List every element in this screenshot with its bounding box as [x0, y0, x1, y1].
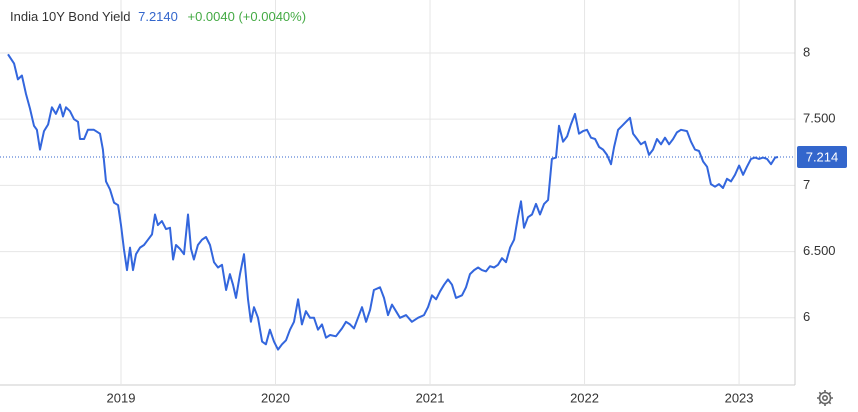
last-value-box [797, 146, 847, 169]
x-tick-label: 2021 [416, 390, 445, 405]
y-tick-label: 6.500 [803, 243, 836, 258]
plot-area: 6 6.500 7 7.500 8 2019 2020 2021 2022 2023 7.214 [0, 0, 847, 405]
chart-header: India 10Y Bond Yield 7.2140 +0.0040 (+0.… [10, 9, 306, 24]
x-tick-label: 2019 [107, 390, 136, 405]
gear-teeth [817, 390, 833, 406]
y-tick-label: 6 [803, 309, 810, 324]
last-price: 7.2140 [138, 9, 178, 24]
settings-icon[interactable] [817, 390, 833, 406]
yield-line [7, 53, 779, 351]
x-tick-label: 2023 [725, 390, 754, 405]
y-tick-label: 7 [803, 177, 810, 192]
gear-outline [818, 391, 832, 405]
x-tick-label: 2020 [261, 390, 290, 405]
price-change: +0.0040 (+0.0040%) [188, 9, 307, 24]
gear-hub [821, 394, 829, 402]
x-tick-label: 2022 [570, 390, 599, 405]
y-tick-label: 7.500 [803, 111, 836, 126]
chart-title: India 10Y Bond Yield [10, 9, 130, 24]
y-tick-label: 8 [803, 44, 810, 59]
last-value-label: 7.214 [806, 149, 839, 164]
